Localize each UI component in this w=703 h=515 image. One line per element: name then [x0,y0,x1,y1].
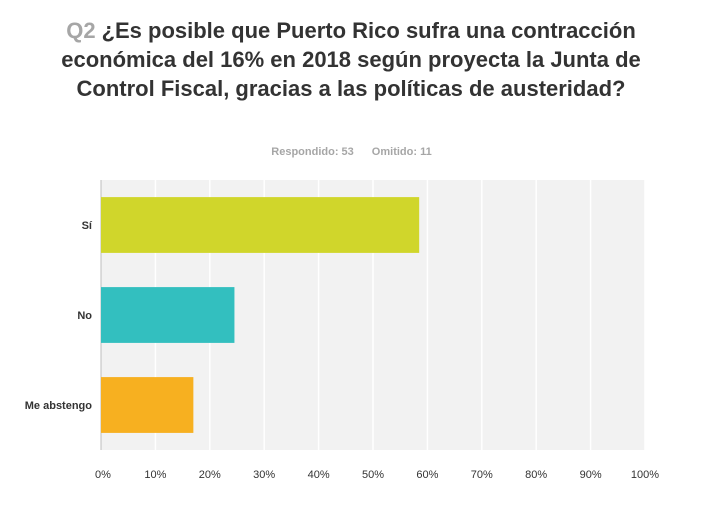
x-tick-label: 50% [362,469,384,481]
answered-count: Respondido: 53 [271,146,354,158]
question-number: Q2 [66,18,96,43]
x-tick-label: 20% [199,469,221,481]
x-tick-label: 70% [471,469,493,481]
response-stats: Respondido: 53 Omitido: 11 [0,146,703,158]
x-tick-label: 60% [416,469,438,481]
skipped-count: Omitido: 11 [371,146,432,158]
bar [101,377,194,433]
question-title: Q2 ¿Es posible que Puerto Rico sufra una … [40,16,662,103]
x-tick-label: 0% [95,469,111,481]
question-text: ¿Es posible que Puerto Rico sufra una co… [61,18,641,101]
x-tick-label: 80% [525,469,547,481]
x-tick-label: 90% [580,469,602,481]
bar [101,287,235,343]
category-label: Sí [82,220,93,232]
bar [101,197,420,253]
x-tick-label: 40% [308,469,330,481]
x-tick-label: 30% [253,469,275,481]
category-label: No [77,310,92,322]
category-label: Me abstengo [25,400,93,412]
x-tick-label: 100% [631,469,659,481]
x-tick-label: 10% [144,469,166,481]
